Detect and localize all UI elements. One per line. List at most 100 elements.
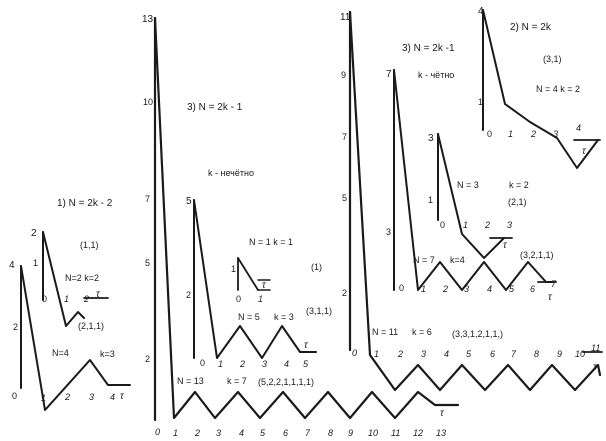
graph-4: 2) N = 2k (3,1) N = 4 k = 2 4 1 0 1 2 3 …: [478, 6, 601, 169]
sub-graph-n2: 2 1 0 1 2 τ N=2 k=2 (2,1,1): [31, 228, 109, 331]
x-label: 3: [464, 284, 469, 294]
x-label: 10: [575, 349, 585, 359]
x-label: 12: [413, 428, 423, 438]
x-label: 1: [463, 220, 468, 230]
y-label: 3: [386, 227, 391, 237]
x-label: 8: [534, 349, 539, 359]
y-label: 7: [342, 132, 347, 142]
x-label: 3: [216, 428, 221, 438]
params: N = 3: [457, 180, 479, 190]
x-label: 9: [557, 349, 562, 359]
y-label: 2: [186, 290, 191, 300]
seq: (3,2,1,1): [520, 250, 554, 260]
x-label: 4: [444, 349, 449, 359]
x-label: 1: [64, 294, 69, 304]
formula-2: 3) N = 2k - 1: [187, 102, 243, 113]
tau-label: τ: [548, 292, 553, 303]
parity-2: k - нечётно: [208, 168, 254, 178]
k-value: k=4: [450, 255, 465, 265]
y-label: 5: [186, 196, 192, 207]
tau-label: τ: [262, 280, 267, 291]
k-value: k = 3: [274, 312, 294, 322]
graph-1: 1) N = 2k - 2 (1,1) 2 1 0 1 2 τ N=2 k=2 …: [9, 198, 131, 411]
path-line: [153, 16, 460, 420]
x-label: 6: [530, 284, 535, 294]
y-label: 1: [428, 195, 433, 205]
x-label: 6: [490, 349, 495, 359]
k-value: k = 2: [509, 180, 529, 190]
path-line: [348, 10, 602, 392]
params: N = 11: [372, 327, 398, 337]
x-label: 5: [509, 284, 515, 294]
tau-label: τ: [440, 408, 445, 419]
x-label: 13: [436, 428, 446, 438]
path-line: [437, 133, 505, 259]
x-label: 0: [399, 283, 404, 293]
x-label: 5: [303, 359, 309, 369]
x-label: 10: [368, 428, 378, 438]
x-label: 3: [262, 359, 267, 369]
x-label: 0: [42, 294, 47, 304]
k-value: k=3: [100, 349, 115, 359]
x-label: 3: [421, 349, 426, 359]
path-line: [42, 231, 85, 327]
x-label: 2: [484, 220, 490, 230]
y-label: 2: [31, 228, 37, 239]
x-label: 7: [511, 349, 517, 359]
y-label: 1: [33, 258, 38, 268]
seq: (2,1): [508, 197, 527, 207]
x-label: 1: [173, 428, 178, 438]
formula-3: 3) N = 2k -1: [402, 43, 455, 54]
y-label: 10: [143, 97, 153, 107]
x-label: 0: [487, 129, 492, 139]
params: N = 1 k = 1: [249, 237, 293, 247]
params: N=4: [52, 348, 69, 358]
formula-1: 1) N = 2k - 2: [57, 198, 113, 209]
path-line: [193, 199, 317, 359]
params: N = 13: [177, 376, 204, 386]
x-label: 2: [530, 129, 536, 139]
tau-label: τ: [593, 362, 598, 373]
x-label: 7: [551, 279, 557, 289]
graph-2: 3) N = 2k - 1 k - нечётно 13 10 7 5 2 N …: [142, 14, 460, 438]
x-label: 0: [352, 348, 357, 358]
x-label: 5: [260, 428, 266, 438]
x-label: 4: [284, 359, 289, 369]
seq: (2,1,1): [78, 321, 104, 331]
path-line: [482, 9, 599, 169]
graph-3: 3) N = 2k -1 k - чётно 11 9 7 5 2 N = 11…: [340, 10, 603, 392]
x-label: 2: [194, 428, 200, 438]
x-label: 2: [442, 284, 448, 294]
x-label: 9: [348, 428, 353, 438]
path-line: [237, 257, 259, 291]
x-label: 2: [397, 349, 403, 359]
parity-3: k - чётно: [418, 70, 454, 80]
tau-label: τ: [304, 340, 309, 351]
tau-label: τ: [120, 391, 125, 402]
tau-label: τ: [503, 240, 508, 251]
x-label: 0: [200, 358, 205, 368]
y-label: 1: [231, 264, 236, 274]
x-label: 1: [41, 393, 46, 403]
x-label: 2: [64, 392, 70, 402]
x-label: 4: [110, 392, 115, 402]
y-label: 2: [13, 322, 18, 332]
x-label: 3: [507, 220, 512, 230]
tau-label: τ: [582, 146, 587, 157]
x-label: 3: [89, 392, 94, 402]
y-label: 9: [341, 70, 346, 80]
x-label: 0: [155, 427, 160, 437]
x-label: 11: [391, 428, 400, 438]
x-label: 6: [283, 428, 288, 438]
x-label: 1: [374, 349, 379, 359]
seq-4: (3,1): [543, 54, 562, 64]
x-label: 0: [12, 391, 17, 401]
k-value: k = 6: [412, 327, 432, 337]
x-label: 1: [508, 129, 513, 139]
seq: (1): [311, 262, 322, 272]
y-label: 1: [478, 97, 483, 107]
main-graph-n4: 4 2 N=4 k=3 0 1 2 3 4 τ: [9, 260, 131, 411]
x-label: 8: [328, 428, 333, 438]
seq: (5,2,2,1,1,1,1): [258, 377, 314, 387]
